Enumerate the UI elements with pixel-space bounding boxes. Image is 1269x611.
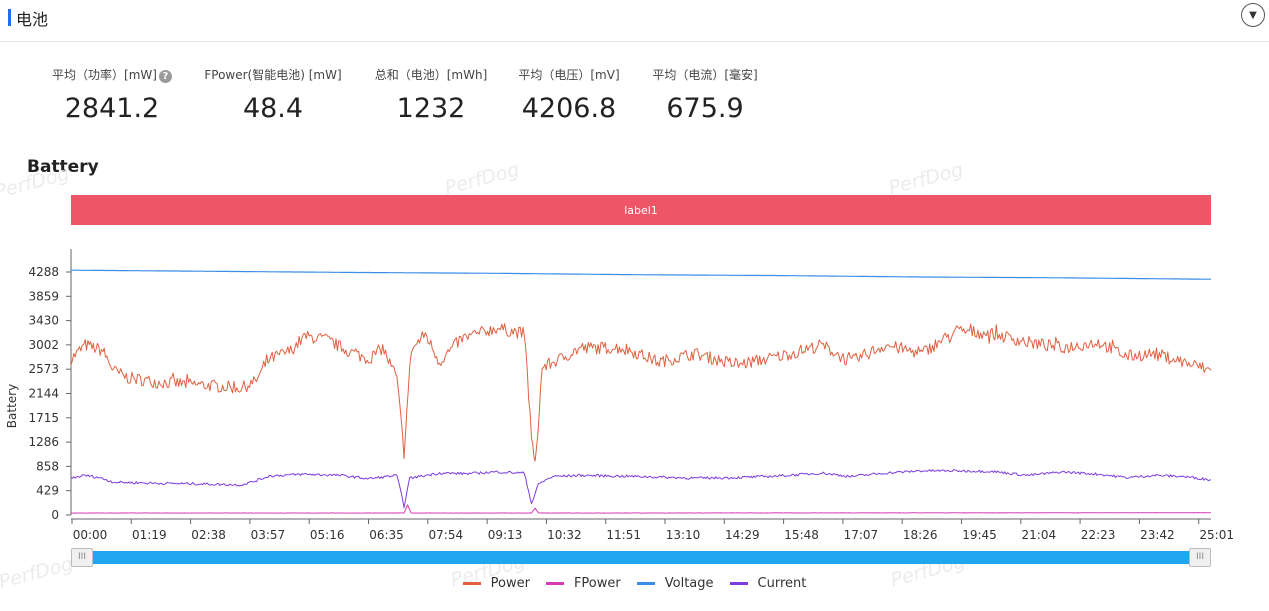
x-tick-label: 07:54: [429, 528, 464, 542]
legend-item-current[interactable]: Current: [729, 576, 807, 591]
series-line-current: [70, 469, 1212, 509]
legend-label: Current: [757, 576, 807, 591]
stat-value: 4206.8: [521, 93, 617, 124]
series-group: [70, 269, 1212, 514]
y-tick-label: 2573: [28, 362, 59, 376]
series-line-fpower: [70, 504, 1211, 514]
y-tick-label: 1715: [28, 411, 59, 425]
stat-label: 平均（电流）[毫安]: [652, 68, 758, 82]
y-tick-label: 1286: [28, 435, 59, 449]
x-tick-label: 05:16: [310, 528, 345, 542]
stat-avg-current: 平均（电流）[毫安] 675.9: [640, 66, 770, 124]
y-tick-label: 2144: [28, 387, 59, 401]
range-slider-right-handle[interactable]: III: [1189, 548, 1211, 567]
y-tick-label: 3859: [28, 289, 59, 303]
x-tick-label: 23:42: [1140, 528, 1175, 542]
x-tick-label: 21:04: [1022, 528, 1057, 542]
x-tick-label: 22:23: [1081, 528, 1116, 542]
stat-value: 48.4: [242, 93, 304, 124]
stat-label: 平均（电压）[mV]: [518, 68, 620, 82]
stat-fpower: FPower(智能电池) [mW] 48.4: [198, 66, 348, 124]
help-icon[interactable]: ?: [158, 70, 172, 83]
legend-item-power[interactable]: Power: [462, 576, 530, 591]
y-axis-label: Battery: [5, 384, 19, 428]
x-tick-label: 25:01: [1199, 528, 1234, 542]
label-band[interactable]: label1: [71, 195, 1211, 225]
legend-swatch: [729, 582, 748, 585]
stat-label: 平均（功率）[mW]: [52, 68, 157, 82]
legend-item-voltage[interactable]: Voltage: [636, 576, 714, 591]
range-slider-left-handle[interactable]: III: [71, 548, 93, 567]
section-title: 电池: [16, 10, 49, 29]
y-tick-label: 429: [36, 484, 59, 498]
range-slider-track[interactable]: [85, 551, 1197, 564]
series-line-voltage: [71, 269, 1212, 280]
header-accent-bar: [8, 9, 11, 26]
x-tick-label: 06:35: [369, 528, 404, 542]
legend-label: Voltage: [664, 576, 714, 591]
x-tick-label: 11:51: [606, 528, 641, 542]
legend-item-fpower[interactable]: FPower: [545, 576, 621, 591]
y-tick-label: 3002: [28, 338, 59, 352]
chevron-down-icon: ▼: [1249, 9, 1257, 21]
x-tick-label: 17:07: [844, 528, 879, 542]
y-tick-label: 4288: [28, 265, 59, 279]
x-tick-label: 10:32: [547, 528, 582, 542]
y-tick-label: 0: [51, 508, 59, 522]
chart-title: Battery: [27, 157, 99, 177]
x-tick-label: 19:45: [962, 528, 997, 542]
legend-swatch: [462, 582, 481, 585]
stat-avg-power: 平均（功率）[mW]? 2841.2: [42, 66, 182, 124]
y-tick-label: 858: [36, 459, 59, 473]
x-tick-label: 15:48: [784, 528, 819, 542]
x-tick-label: 01:19: [132, 528, 167, 542]
y-axis: 0 429 858 1286 1715 2144 2573 3002 3430 3859 4288: [28, 249, 72, 522]
x-axis: 00:00 01:19 02:38 03:57 05:16 06:35 07:54 09:13…: [71, 518, 1234, 542]
stat-value: 2841.2: [64, 93, 160, 124]
stat-total-battery: 总和（电池）[mWh] 1232: [362, 66, 500, 124]
stat-label: 总和（电池）[mWh]: [374, 68, 488, 82]
y-tick-label: 3430: [28, 314, 59, 328]
x-tick-label: 09:13: [488, 528, 523, 542]
stat-avg-voltage: 平均（电压）[mV] 4206.8: [506, 66, 632, 124]
chart-legend: Power FPower Voltage Current: [0, 574, 1269, 591]
x-tick-label: 14:29: [725, 528, 760, 542]
series-line-power: [70, 323, 1212, 462]
section-header: 电池: [0, 0, 1269, 42]
x-tick-label: 03:57: [251, 528, 286, 542]
legend-swatch: [636, 582, 655, 585]
legend-swatch: [545, 582, 564, 585]
x-tick-label: 18:26: [903, 528, 938, 542]
x-tick-label: 02:38: [191, 528, 226, 542]
stat-value: 1232: [396, 93, 466, 124]
stat-label: FPower(智能电池) [mW]: [204, 68, 342, 82]
x-tick-label: 13:10: [666, 528, 701, 542]
label-band-text: label1: [624, 203, 658, 217]
x-tick-label: 00:00: [73, 528, 108, 542]
range-slider[interactable]: III III: [71, 548, 1211, 568]
collapse-toggle-button[interactable]: ▼: [1241, 3, 1265, 27]
stat-value: 675.9: [666, 93, 744, 124]
legend-label: FPower: [573, 576, 621, 591]
legend-label: Power: [490, 576, 530, 591]
